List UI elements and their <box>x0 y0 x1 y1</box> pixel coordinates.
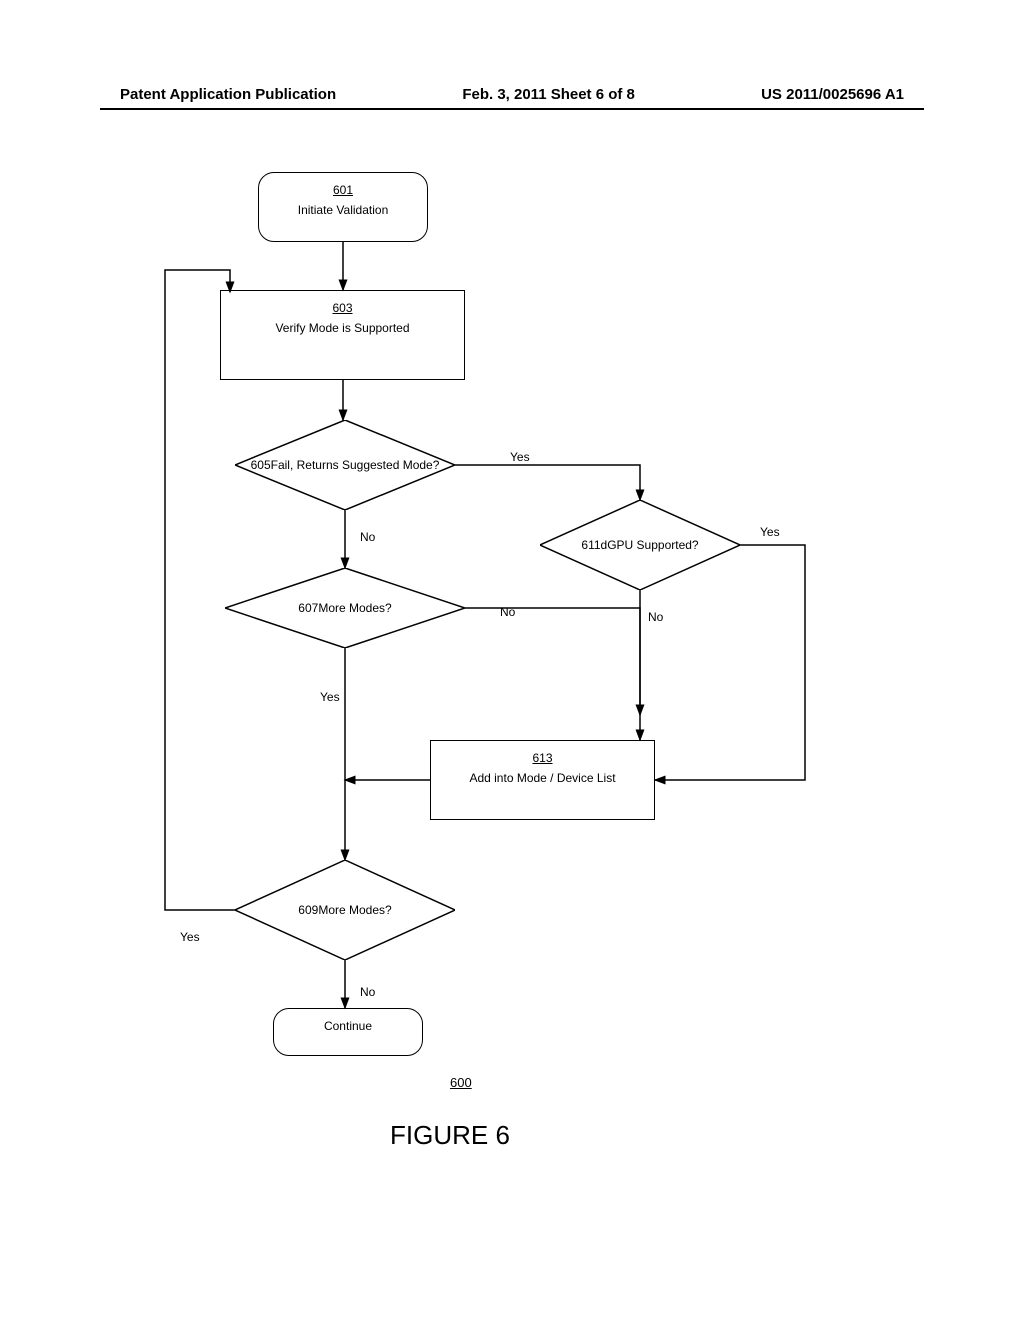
edge-label: No <box>648 610 663 624</box>
terminator-nCont: Continue <box>273 1008 423 1056</box>
edge-label: No <box>500 605 515 619</box>
decision-n607: 607More Modes? <box>225 568 465 648</box>
process-n613: 613Add into Mode / Device List <box>430 740 655 820</box>
decision-n611: 611dGPU Supported? <box>540 500 740 590</box>
flowchart-edges <box>0 0 1024 1320</box>
decision-label: 609More Modes? <box>235 903 455 917</box>
edge-label: Yes <box>510 450 530 464</box>
edge-label: No <box>360 985 375 999</box>
decision-n609: 609More Modes? <box>235 860 455 960</box>
decision-label: 607More Modes? <box>225 601 465 615</box>
terminator-n601: 601Initiate Validation <box>258 172 428 242</box>
edge-label: Yes <box>180 930 200 944</box>
edge-label: Yes <box>320 690 340 704</box>
decision-label: 611dGPU Supported? <box>540 538 740 552</box>
decision-n605: 605Fail, Returns Suggested Mode? <box>235 420 455 510</box>
decision-label: 605Fail, Returns Suggested Mode? <box>235 458 455 472</box>
edge-label: Yes <box>760 525 780 539</box>
figure-ref-number: 600 <box>450 1075 472 1090</box>
figure-caption: FIGURE 6 <box>390 1120 510 1151</box>
edge-label: No <box>360 530 375 544</box>
process-n603: 603Verify Mode is Supported <box>220 290 465 380</box>
